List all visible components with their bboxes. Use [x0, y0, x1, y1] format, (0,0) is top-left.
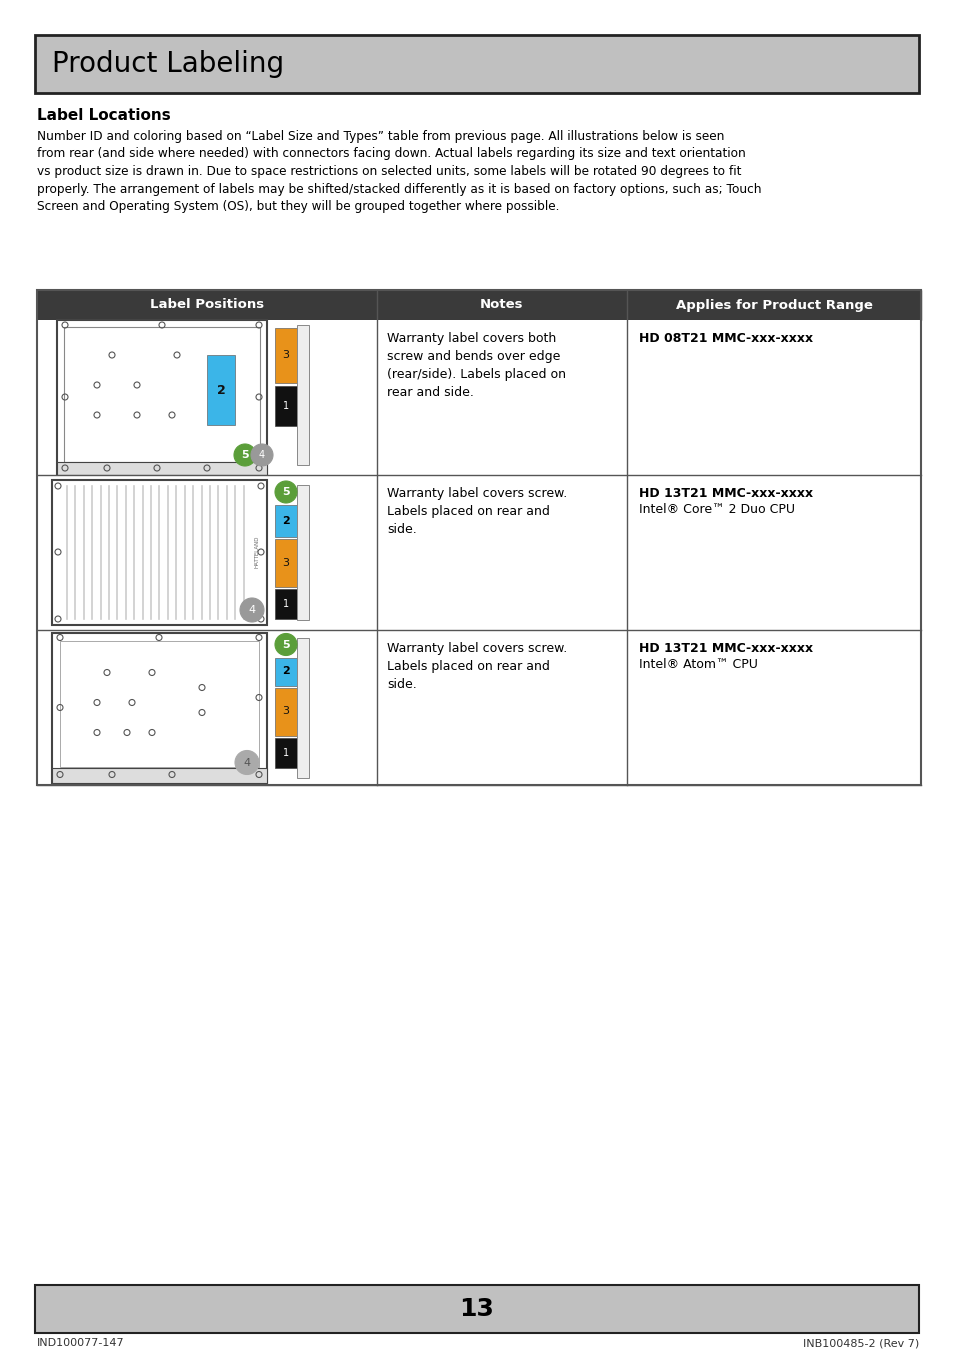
Text: 5: 5 — [282, 640, 290, 649]
Text: HD 08T21 MMC-xxx-xxxx: HD 08T21 MMC-xxx-xxxx — [639, 332, 812, 346]
Text: Warranty label covers screw.
Labels placed on rear and
side.: Warranty label covers screw. Labels plac… — [387, 487, 567, 536]
Text: 4: 4 — [243, 757, 251, 768]
Text: 4: 4 — [258, 450, 265, 460]
Text: Applies for Product Range: Applies for Product Range — [675, 298, 872, 312]
Bar — [64, 327, 260, 462]
Text: IND100077-147: IND100077-147 — [37, 1338, 125, 1349]
Bar — [274, 539, 296, 587]
Bar — [296, 485, 309, 620]
Text: 1: 1 — [283, 599, 289, 609]
Text: 1: 1 — [283, 748, 289, 757]
Bar — [274, 687, 296, 736]
Bar — [274, 657, 296, 686]
Text: 4: 4 — [248, 605, 255, 616]
Text: HATTELAND: HATTELAND — [254, 536, 259, 568]
Bar — [37, 630, 920, 784]
Text: INB100485-2 (Rev 7): INB100485-2 (Rev 7) — [801, 1338, 918, 1349]
Text: 3: 3 — [282, 350, 289, 360]
Bar — [274, 589, 296, 620]
Circle shape — [274, 633, 296, 656]
Bar — [52, 481, 267, 625]
Bar — [35, 35, 918, 93]
Bar — [274, 505, 296, 537]
Bar — [296, 637, 309, 778]
Bar — [274, 737, 296, 768]
Bar — [207, 355, 234, 425]
Text: 3: 3 — [282, 706, 289, 717]
Text: HD 13T21 MMC-xxx-xxxx: HD 13T21 MMC-xxx-xxxx — [639, 643, 812, 655]
Bar — [52, 633, 267, 783]
Circle shape — [251, 444, 273, 466]
Text: HD 13T21 MMC-xxx-xxxx: HD 13T21 MMC-xxx-xxxx — [639, 487, 812, 500]
Bar — [37, 320, 920, 475]
Text: Intel® Core™ 2 Duo CPU: Intel® Core™ 2 Duo CPU — [639, 504, 794, 516]
Bar — [57, 320, 267, 475]
Text: 5: 5 — [241, 450, 249, 460]
Text: Notes: Notes — [479, 298, 523, 312]
Bar — [274, 386, 296, 427]
Circle shape — [234, 751, 258, 775]
Text: Label Positions: Label Positions — [150, 298, 264, 312]
Text: Warranty label covers both
screw and bends over edge
(rear/side). Labels placed : Warranty label covers both screw and ben… — [387, 332, 565, 400]
Text: 3: 3 — [282, 558, 289, 568]
Text: 5: 5 — [282, 487, 290, 497]
Text: 1: 1 — [283, 401, 289, 410]
Circle shape — [233, 444, 255, 466]
Bar — [35, 1285, 918, 1332]
Circle shape — [274, 481, 296, 504]
Bar — [52, 768, 267, 783]
Text: Label Locations: Label Locations — [37, 108, 171, 123]
Bar — [57, 462, 267, 475]
Bar — [37, 475, 920, 630]
Text: Warranty label covers screw.
Labels placed on rear and
side.: Warranty label covers screw. Labels plac… — [387, 643, 567, 691]
Text: Number ID and coloring based on “Label Size and Types” table from previous page.: Number ID and coloring based on “Label S… — [37, 130, 760, 213]
Bar — [296, 325, 309, 464]
Text: 2: 2 — [282, 667, 290, 676]
Text: Intel® Atom™ CPU: Intel® Atom™ CPU — [639, 657, 757, 671]
Text: 2: 2 — [216, 383, 225, 397]
Bar — [37, 290, 920, 784]
Text: 13: 13 — [459, 1297, 494, 1322]
Text: 2: 2 — [282, 516, 290, 526]
Circle shape — [240, 598, 264, 622]
Bar — [60, 640, 258, 767]
Bar — [274, 328, 296, 383]
Text: Product Labeling: Product Labeling — [52, 50, 284, 78]
Bar — [37, 290, 920, 320]
